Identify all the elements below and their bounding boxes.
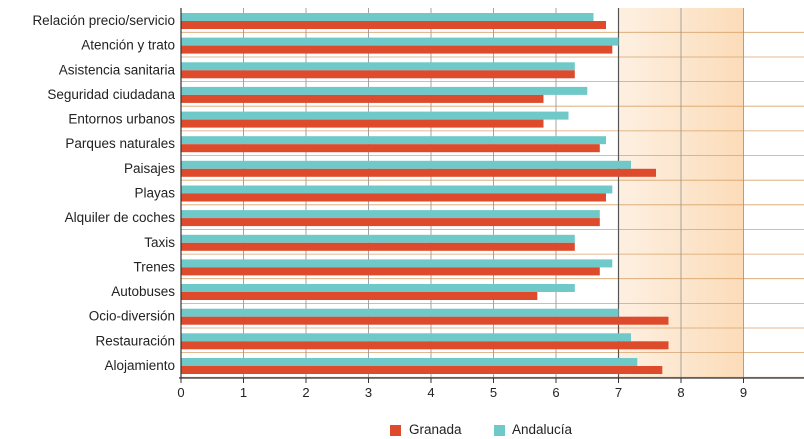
bar-andalucia-taxis [181, 234, 575, 243]
category-label-paisajes: Paisajes [124, 161, 175, 176]
bar-granada-alquiler-de-coches [181, 218, 600, 227]
bar-andalucia-parques-naturales [181, 136, 606, 145]
bar-granada-ocio-diversion [181, 316, 669, 325]
bar-andalucia-playas [181, 185, 613, 194]
x-tick-label: 6 [552, 385, 559, 400]
category-label-parques-naturales: Parques naturales [65, 136, 175, 151]
x-tick-label: 3 [365, 385, 372, 400]
x-tick-label: 1 [240, 385, 247, 400]
legend-label-granada: Granada [409, 422, 462, 437]
legend: Granada Andalucía [390, 422, 573, 437]
category-label-taxis: Taxis [144, 235, 175, 250]
x-tick-label: 0 [177, 385, 184, 400]
bar-granada-paisajes [181, 168, 656, 177]
bars [181, 13, 669, 374]
bar-andalucia-autobuses [181, 284, 575, 292]
bar-andalucia-asistencia-sanitaria [181, 62, 575, 71]
bar-andalucia-trenes [181, 259, 613, 268]
bar-andalucia-atencion-y-trato [181, 37, 619, 46]
category-label-alquiler-de-coches: Alquiler de coches [65, 210, 176, 225]
bar-granada-restauracion [181, 341, 669, 350]
bar-granada-atencion-y-trato [181, 45, 613, 54]
category-label-autobuses: Autobuses [111, 284, 175, 299]
legend-swatch-andalucia [494, 425, 505, 436]
bar-andalucia-relacion-precio-servicio [181, 13, 594, 21]
category-label-seguridad-ciudadana: Seguridad ciudadana [47, 87, 175, 102]
bar-granada-trenes [181, 267, 600, 276]
bar-andalucia-seguridad-ciudadana [181, 86, 588, 95]
legend-swatch-granada [390, 425, 401, 436]
bar-granada-autobuses [181, 292, 538, 300]
category-label-ocio-diversion: Ocio-diversión [89, 309, 175, 324]
x-tick-label: 8 [677, 385, 684, 400]
axes [179, 8, 804, 383]
x-tick-label: 2 [302, 385, 309, 400]
category-label-asistencia-sanitaria: Asistencia sanitaria [59, 62, 176, 77]
x-tick-label: 5 [490, 385, 497, 400]
x-tick-label: 4 [427, 385, 434, 400]
bar-granada-asistencia-sanitaria [181, 70, 575, 79]
bar-andalucia-restauracion [181, 333, 631, 342]
bar-granada-alojamiento [181, 366, 663, 374]
category-label-relacion-precio-servicio: Relación precio/servicio [32, 13, 175, 28]
category-label-alojamiento: Alojamiento [104, 358, 175, 373]
x-tick-label: 7 [615, 385, 622, 400]
legend-label-andalucia: Andalucía [512, 422, 573, 437]
bar-granada-taxis [181, 242, 575, 251]
bar-granada-relacion-precio-servicio [181, 21, 606, 29]
category-label-atencion-y-trato: Atención y trato [81, 38, 175, 53]
category-label-entornos-urbanos: Entornos urbanos [68, 112, 175, 127]
x-tick-labels: 0 1 2 3 4 5 6 7 8 9 [177, 385, 747, 400]
bar-andalucia-entornos-urbanos [181, 111, 569, 120]
bar-granada-seguridad-ciudadana [181, 94, 544, 103]
bar-granada-parques-naturales [181, 144, 600, 153]
bar-granada-playas [181, 193, 606, 202]
bar-andalucia-alojamiento [181, 358, 638, 366]
category-label-trenes: Trenes [133, 259, 175, 274]
bar-andalucia-alquiler-de-coches [181, 210, 600, 219]
category-label-playas: Playas [134, 186, 175, 201]
category-label-restauracion: Restauración [95, 333, 175, 348]
bar-andalucia-paisajes [181, 160, 631, 169]
category-labels: Relación precio/servicio Atención y trato… [32, 13, 175, 373]
bar-granada-entornos-urbanos [181, 119, 544, 128]
x-tick-label: 9 [740, 385, 747, 400]
bar-andalucia-ocio-diversion [181, 308, 619, 317]
